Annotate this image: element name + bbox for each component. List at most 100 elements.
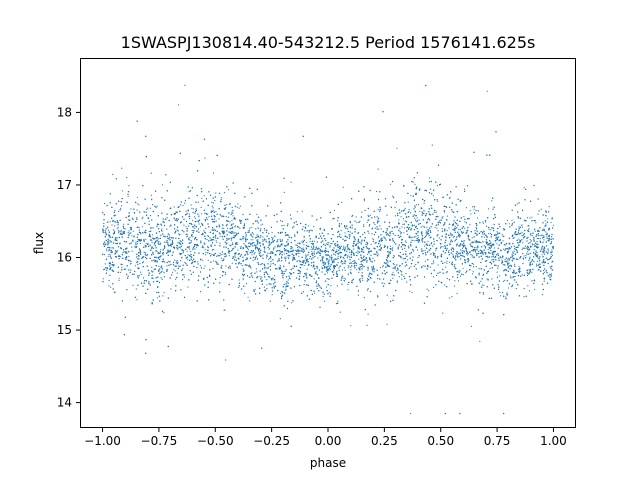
data-point — [525, 220, 527, 222]
data-point — [361, 251, 363, 253]
data-point — [239, 227, 241, 229]
data-point — [102, 278, 104, 280]
data-point — [133, 273, 135, 275]
data-point — [162, 295, 164, 297]
data-point — [372, 265, 374, 267]
data-point — [487, 248, 489, 251]
data-point — [337, 255, 339, 257]
data-point — [454, 263, 456, 266]
data-point — [361, 241, 363, 243]
data-point — [201, 222, 203, 224]
data-point — [215, 240, 217, 242]
data-point — [342, 275, 344, 277]
data-point — [507, 259, 509, 261]
data-point — [372, 238, 374, 240]
data-point — [256, 213, 258, 215]
data-point — [317, 251, 319, 253]
data-point — [378, 220, 380, 223]
data-point — [414, 206, 416, 208]
data-point — [422, 250, 424, 252]
data-point — [449, 232, 452, 234]
data-point — [380, 228, 382, 230]
data-point — [357, 252, 359, 254]
data-point — [192, 236, 194, 238]
data-point — [336, 258, 338, 260]
data-point — [117, 227, 119, 229]
data-point — [171, 271, 174, 273]
data-point — [481, 284, 483, 286]
data-point — [506, 292, 508, 294]
data-point — [526, 217, 529, 219]
data-point — [329, 246, 331, 248]
data-point — [483, 284, 485, 287]
data-point — [126, 251, 128, 253]
data-point — [501, 259, 503, 261]
data-point — [495, 237, 497, 239]
data-point — [523, 288, 525, 290]
data-point — [106, 247, 109, 249]
data-point — [392, 240, 394, 242]
data-point — [546, 235, 548, 237]
data-point — [305, 263, 307, 265]
data-point — [473, 263, 475, 265]
data-point — [329, 245, 331, 247]
data-point — [225, 243, 227, 245]
data-point — [288, 261, 290, 263]
data-point — [541, 246, 543, 248]
data-point — [386, 294, 388, 296]
data-point — [393, 263, 395, 265]
data-point — [430, 214, 432, 216]
data-point — [464, 244, 466, 247]
data-point — [491, 227, 493, 229]
data-point — [206, 217, 208, 219]
data-point — [486, 278, 488, 280]
data-point — [131, 235, 133, 237]
data-point — [170, 288, 172, 290]
data-point — [366, 253, 368, 255]
data-point — [379, 245, 381, 248]
data-point — [130, 262, 132, 264]
data-point — [347, 254, 349, 256]
data-point — [406, 233, 408, 235]
data-point — [232, 215, 234, 217]
data-point — [311, 250, 313, 253]
data-point — [502, 248, 504, 250]
data-point — [184, 84, 186, 86]
data-point — [477, 242, 479, 244]
data-point — [496, 231, 498, 233]
data-point — [541, 247, 543, 249]
data-point — [407, 201, 409, 203]
data-point — [296, 244, 298, 247]
data-point — [529, 256, 531, 258]
data-point — [432, 252, 434, 254]
data-point — [240, 239, 242, 241]
data-point — [357, 248, 359, 250]
data-point — [126, 176, 128, 179]
data-point — [232, 230, 234, 233]
data-point — [281, 225, 283, 227]
data-point — [454, 256, 457, 258]
data-point — [544, 225, 546, 227]
data-point — [109, 240, 111, 242]
data-point — [448, 250, 450, 252]
data-point — [309, 275, 311, 277]
data-point — [362, 279, 364, 281]
data-point — [185, 226, 187, 228]
data-point — [188, 218, 191, 220]
data-point — [416, 249, 419, 251]
data-point — [141, 257, 143, 259]
data-point — [488, 228, 490, 230]
data-point — [142, 216, 144, 218]
data-point — [194, 227, 196, 229]
data-point — [523, 255, 525, 257]
data-point — [216, 255, 218, 257]
data-point — [330, 242, 332, 245]
data-point — [367, 214, 369, 216]
data-point — [516, 203, 519, 205]
data-point — [428, 217, 430, 220]
data-point — [482, 254, 484, 256]
data-point — [341, 277, 343, 280]
data-point — [249, 300, 251, 302]
data-point — [449, 197, 451, 199]
data-point — [313, 278, 315, 280]
